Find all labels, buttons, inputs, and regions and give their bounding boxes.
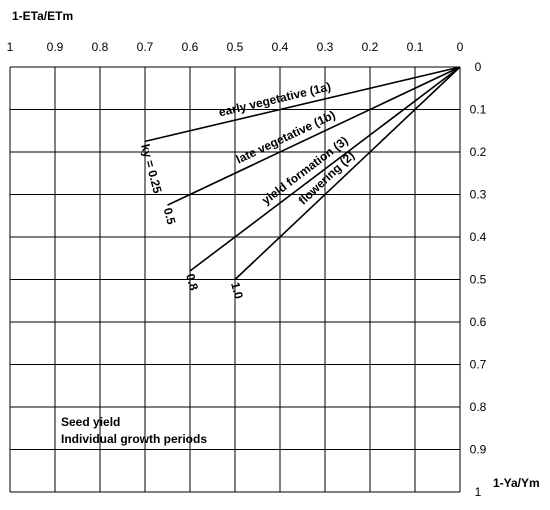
y-tick-label: 1 [475, 485, 482, 499]
x-tick-label: 0.1 [407, 40, 424, 54]
x-tick-labels: 1 0.9 0.8 0.7 0.6 0.5 0.4 0.3 0.2 0.1 0 [7, 40, 464, 54]
y-tick-label: 0.1 [470, 103, 487, 117]
x-tick-label: 0.5 [227, 40, 244, 54]
y-tick-label: 0.6 [470, 315, 487, 329]
y-tick-label: 0.5 [470, 273, 487, 287]
x-tick-label: 1 [7, 40, 14, 54]
ky-label: 0.8 [183, 272, 201, 292]
y-tick-label: 0.9 [470, 443, 487, 457]
series-line [189, 66, 461, 272]
x-tick-label: 0.9 [47, 40, 64, 54]
ky-label: 0.5 [161, 206, 179, 226]
x-tick-label: 0.2 [362, 40, 379, 54]
x-tick-label: 0.3 [317, 40, 334, 54]
series-line [144, 66, 461, 143]
x-tick-label: 0.8 [92, 40, 109, 54]
ky-label: 1.0 [228, 281, 246, 301]
y-tick-label: 0 [475, 60, 482, 74]
x-tick-label: 0 [457, 40, 464, 54]
series-lines [144, 66, 461, 281]
x-tick-label: 0.6 [182, 40, 199, 54]
series-line [234, 66, 461, 281]
grid [9, 66, 461, 493]
x-tick-label: 0.7 [137, 40, 154, 54]
y-tick-label: 0.4 [470, 230, 487, 244]
y-tick-labels: 0 0.1 0.2 0.3 0.4 0.5 0.6 0.7 0.8 0.9 1 [470, 60, 487, 499]
series-line [167, 66, 461, 206]
note-seed-yield: Seed yield [61, 415, 120, 429]
y-tick-label: 0.2 [470, 145, 487, 159]
y-tick-label: 0.7 [470, 358, 487, 372]
x-tick-label: 0.4 [272, 40, 289, 54]
y-tick-label: 0.8 [470, 400, 487, 414]
note-growth-periods: Individual growth periods [61, 432, 207, 446]
x-axis-title: 1-Ya/Ym [493, 476, 540, 490]
y-tick-label: 0.3 [470, 188, 487, 202]
y-axis-title: 1-ETa/ETm [12, 9, 73, 23]
